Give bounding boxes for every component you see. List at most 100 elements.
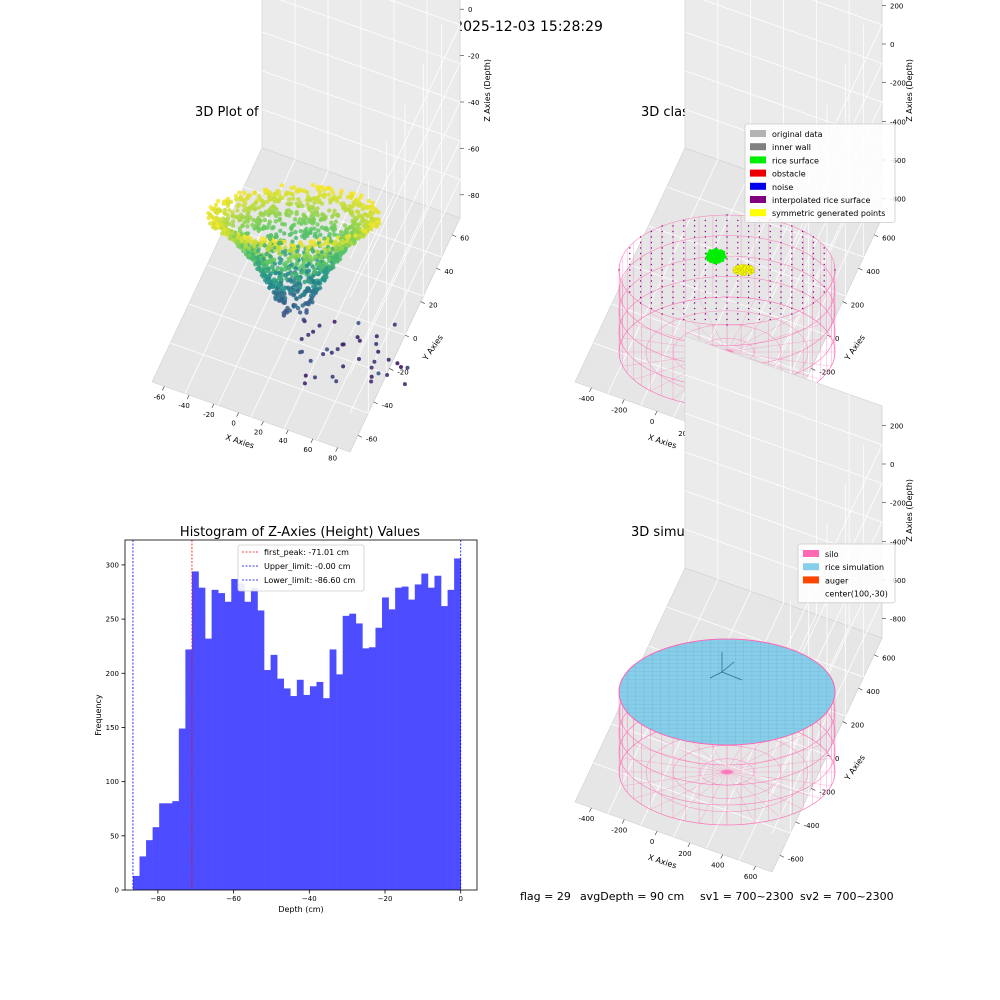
- x-tick-mark: [310, 438, 314, 444]
- surface-dot: [834, 269, 836, 271]
- raw-point: [287, 308, 292, 313]
- raw-point: [330, 226, 335, 231]
- raw-point: [298, 217, 303, 222]
- raw-point: [268, 236, 273, 242]
- raw-point: [239, 231, 244, 236]
- raw-point: [215, 198, 221, 204]
- surface-dot: [747, 274, 750, 277]
- raw-point: [264, 251, 269, 257]
- histogram-bar: [421, 573, 429, 890]
- rice-point: [708, 259, 712, 263]
- silo-floor-spoke: [622, 758, 728, 773]
- legend-label: rice simulation: [825, 563, 884, 572]
- y-tick-mark: [357, 435, 362, 438]
- x-tick-mark: [186, 394, 190, 400]
- raw-point: [323, 252, 328, 257]
- surface-dot: [672, 313, 674, 315]
- surface-dot: [650, 285, 653, 288]
- raw-point: [307, 244, 312, 250]
- raw-point: [368, 212, 373, 217]
- raw-point: [341, 342, 346, 347]
- raw-point: [247, 253, 252, 258]
- surface-dot: [618, 269, 620, 271]
- x-tick-label: −20: [378, 895, 393, 903]
- z-tick-label: -60: [468, 145, 479, 153]
- surface-dot: [737, 236, 739, 238]
- legend-swatch: [750, 143, 766, 151]
- raw-point: [277, 260, 282, 266]
- symmetric-point: [743, 272, 747, 276]
- histogram-bar: [434, 575, 442, 890]
- surface-dot: [769, 241, 771, 244]
- raw-point: [303, 373, 308, 378]
- raw-point: [288, 225, 294, 231]
- raw-point: [299, 337, 304, 341]
- legend-swatch: [750, 130, 766, 137]
- surface-dot: [629, 280, 631, 282]
- raw-point: [325, 240, 330, 245]
- surface-dot: [801, 291, 804, 293]
- surface-dot: [629, 291, 631, 293]
- surface-dot: [693, 307, 696, 310]
- raw-point: [313, 375, 317, 380]
- raw-point: [239, 237, 245, 243]
- raw-point: [294, 296, 299, 301]
- surface-dot: [704, 258, 707, 260]
- surface-dot: [726, 324, 728, 326]
- depth-histogram: Histogram of Z-Axies (Height) Values −80…: [94, 525, 478, 914]
- surface-dot: [693, 225, 696, 227]
- surface-dot: [812, 241, 815, 244]
- surface-dot: [780, 307, 782, 310]
- raw-point: [300, 270, 305, 275]
- surface-dot: [801, 241, 804, 244]
- rice-point: [712, 252, 715, 256]
- raw-point: [312, 226, 317, 231]
- raw-point: [255, 248, 261, 254]
- raw-point: [339, 238, 345, 244]
- z-axis-label: Z Axies (Depth): [483, 59, 492, 122]
- surface-dot: [672, 280, 674, 282]
- surface-dot: [629, 263, 631, 266]
- raw-point: [300, 292, 305, 298]
- surface-dot: [769, 225, 771, 227]
- raw-point: [302, 235, 307, 241]
- raw-point: [372, 359, 377, 364]
- histogram-bar: [178, 728, 186, 890]
- surface-dot: [726, 258, 728, 260]
- surface-dot: [704, 280, 707, 282]
- surface-dot: [791, 307, 793, 310]
- surface-dot: [726, 214, 728, 216]
- center-axis-line: [721, 671, 743, 681]
- center-axes-marker: [709, 652, 743, 681]
- surface-dot: [683, 258, 685, 260]
- surface-dot: [661, 225, 663, 227]
- raw-point: [244, 207, 250, 212]
- raw-point: [363, 230, 369, 235]
- histogram-bar: [336, 674, 343, 890]
- grid-line: [349, 0, 461, 259]
- silo-floor-spoke: [726, 745, 821, 773]
- surface-dot: [693, 313, 696, 315]
- raw-point: [233, 193, 239, 199]
- raw-point: [304, 289, 309, 294]
- y-tick-mark: [373, 401, 378, 405]
- x-axis-label: Depth (cm): [278, 905, 323, 914]
- surface-dot: [683, 302, 685, 304]
- x-tick-mark: [720, 854, 724, 859]
- surface-dot: [769, 236, 771, 238]
- raw-point: [278, 228, 283, 233]
- raw-point: [349, 195, 354, 200]
- surface-dot: [769, 285, 771, 288]
- surface-dot: [737, 302, 739, 304]
- surface-dot: [747, 252, 750, 255]
- surface-dot: [704, 285, 707, 288]
- raw-point: [256, 228, 261, 233]
- x-tick-label: -400: [578, 815, 594, 823]
- simulation-3d-plot: 3D simulation of Silo Interior -400-2000…: [574, 335, 914, 881]
- y-tick-mark: [420, 301, 425, 304]
- classify-legend: original data inner wall rice surface obsta…: [744, 123, 896, 223]
- surface-dot: [780, 263, 782, 266]
- raw-point: [321, 212, 326, 217]
- raw-point: [254, 240, 259, 245]
- surface-dot: [769, 258, 771, 260]
